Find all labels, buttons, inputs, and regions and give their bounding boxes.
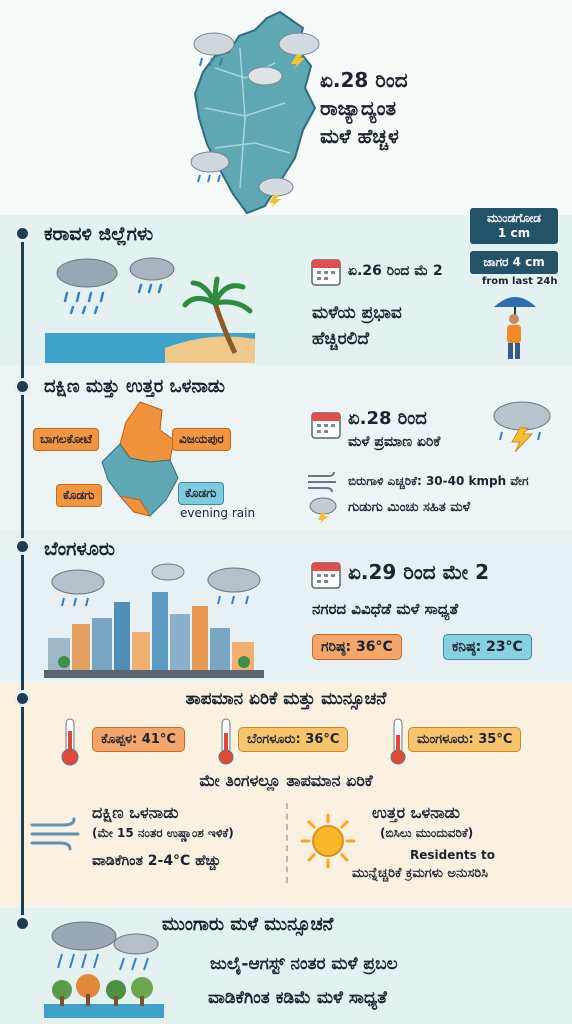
wind-icon (308, 471, 336, 492)
coastal-impact-line1: ಮಳೆಯ ಪ್ರಭಾವ (312, 303, 402, 323)
column-divider (286, 803, 288, 883)
bengaluru-title: ಬೆಂಗಳೂರು (44, 538, 115, 560)
temperature-title: ತಾಪಮಾನ ಏರಿಕೆ ಮತ್ತು ಮುನ್ಸೂಚನೆ (185, 689, 387, 709)
coastal-title: ಕರಾವಳಿ ಜಿಲ್ಲೆಗಳು (44, 223, 154, 245)
bengaluru-section: ಬೆಂಗಳೂರು ಏ.29 ರಿಂದ ಮೇ 2 ನಗರದ ವಿವಿಧೆಡೆ ಮಳ… (0, 530, 572, 680)
map-label-bagalkote: ಬಾಗಲಕೋಟೆ (33, 428, 100, 451)
timeline-dot (14, 690, 31, 707)
map-label-vijayapura: ವಿಜಯಪುರ (172, 428, 231, 451)
monsoon-line2: ವಾಡಿಕೆಗಿಂತ ಕಡಿಮೆ ಮಳೆ ಸಾಧ್ಯತೆ (208, 988, 387, 1008)
bengaluru-temp: ಬೆಂಗಳೂರು: 36°C (238, 727, 349, 752)
bengaluru-date: ಏ.29 ರಿಂದ ಮೇ 2 (348, 560, 490, 584)
thunder-cloud-icon (309, 497, 337, 524)
koppal-temp: ಕೊಪ್ಪಳ: 41°C (92, 727, 185, 752)
timeline-dot (14, 225, 31, 242)
header: ಏ.28 ರಿಂದ ರಾಜ್ಯಾದ್ಯಂತ ಮಳೆ ಹೆಚ್ಚಳ (0, 0, 572, 215)
map-label-kodagu-1: ಕೊಡಗು (56, 484, 102, 507)
calendar-icon (311, 259, 341, 286)
min-temp-badge: ಕನಿಷ್ಠ: 23°C (443, 634, 532, 660)
storm-cloud-icon (493, 401, 551, 452)
timeline-line (21, 228, 24, 928)
storm-cloud-icon (258, 177, 294, 208)
cloud-icon (247, 66, 283, 86)
rain-badge-mundgod-label: ಮುಂಡಗೋಡ (487, 211, 541, 225)
rain-badge-mundgod: ಮುಂಡಗೋಡ 1 cm (470, 208, 558, 244)
monsoon-illustration (44, 921, 164, 1018)
calendar-icon (311, 562, 341, 589)
interior-map (101, 401, 179, 517)
south-interior-note: (ಮೇ 15 ನಂತರ ಉಷ್ಣಾಂಶ ಇಳಿಕೆ) (92, 826, 234, 840)
person-umbrella-icon (494, 297, 536, 359)
rain-badge-mundgod-value: 1 cm (497, 226, 531, 240)
calendar-icon (311, 412, 341, 439)
sun-icon (300, 813, 356, 869)
storm-cloud-icon (278, 32, 320, 70)
header-title-line3: ಮಳೆ ಹೆಚ್ಚಳ (320, 124, 399, 148)
rain-cloud-icon (190, 151, 230, 183)
thunder-text: ಗುಡುಗು ಮಿಂಚು ಸಹಿತ ಮಳೆ (348, 500, 471, 515)
thermometer-icon (390, 718, 406, 765)
coastal-section: ಕರಾವಳಿ ಜಿಲ್ಲೆಗಳು ಏ.26 ರಿಂದ ಮೆ 2 ಮಳೆಯ ಪ್ರ… (0, 208, 572, 365)
interior-date: ಏ.28 ರಿಂದ (348, 408, 427, 429)
north-interior-title: ಉತ್ತರ ಒಳನಾಡು (372, 803, 460, 822)
timeline-dot (14, 378, 31, 395)
wind-warning: ಬಿರುಗಾಳಿ ಎಚ್ಚರಿಕೆ: 30-40 kmph ವೇಗ (348, 474, 529, 488)
interior-section: ದಕ್ಷಿಣ ಮತ್ತು ಉತ್ತರ ಒಳನಾಡು ಬಾಗಲಕೋಟೆ ವಿಜಯಪ… (0, 370, 572, 525)
beach-illustration (45, 257, 255, 363)
monsoon-title: ಮುಂಗಾರು ಮಳೆ ಮುನ್ಸೂಚನೆ (162, 914, 334, 935)
timeline-dot (14, 538, 31, 555)
interior-title: ದಕ್ಷಿಣ ಮತ್ತು ಉತ್ತರ ಒಳನಾಡು (44, 376, 225, 397)
max-temp-badge: ಗರಿಷ್ಠ: 36°C (312, 634, 402, 660)
monsoon-line1: ಜುಲೈ-ಆಗಸ್ಟ್ ನಂತರ ಮಳೆ ಪ್ರಬಲ (210, 954, 398, 974)
header-title-line1: ಏ.28 ರಿಂದ (320, 68, 408, 92)
rain-badge-jagar: ಜಾಗರ 4 cm (470, 251, 558, 274)
south-interior-rise: ವಾಡಿಕೆಗಿಂತ 2-4°C ಹೆಚ್ಚು (92, 853, 221, 869)
south-interior-title: ದಕ್ಷಿಣ ಒಳನಾಡು (92, 803, 179, 822)
thermometer-icon (61, 718, 79, 766)
temperature-section: ತಾಪಮಾನ ಏರಿಕೆ ಮತ್ತು ಮುನ್ಸೂಚನೆ ಕೊಪ್ಪಳ: 41°… (0, 683, 572, 905)
map-label-kodagu-2: ಕೊಡಗು (178, 482, 224, 505)
bengaluru-forecast: ನಗರದ ವಿವಿಧೆಡೆ ಮಳೆ ಸಾಧ್ಯತೆ (312, 600, 459, 618)
coastal-impact-line2: ಹೆಚ್ಚಿರಲಿದೆ (312, 329, 370, 349)
interior-increase: ಮಳೆ ಪ್ರಮಾಣ ಏರಿಕೆ (348, 434, 441, 450)
mangaluru-temp: ಮಂಗಳೂರು: 35°C (408, 727, 522, 752)
timeline-dot (14, 915, 31, 932)
header-title-line2: ರಾಜ್ಯಾದ್ಯಂತ (320, 96, 397, 120)
rain-cloud-icon (193, 32, 235, 67)
may-heat-text: ಮೇ ತಿಂಗಳಲ್ಲೂ ತಾಪಮಾನ ಏರಿಕೆ (199, 771, 373, 790)
monsoon-section: ಮುಂಗಾರು ಮಳೆ ಮುನ್ಸೂಚನೆ ಜುಲೈ-ಆಗಸ್ಟ್ ನಂತರ ಮ… (0, 908, 572, 1024)
residents-text: Residents to (410, 848, 495, 862)
city-skyline-illustration (44, 563, 264, 678)
rain-note: from last 24h (482, 276, 558, 287)
precaution-text: ಮುನ್ನೆಚ್ಚರಿಕೆ ಕ್ರಮಗಳು ಅನುಸರಿಸಿ (352, 866, 489, 881)
north-interior-note: (ಬಿಸಿಲು ಮುಂದುವರಿಕೆ) (380, 826, 474, 840)
thermometer-icon (218, 718, 234, 765)
evening-rain-label: evening rain (180, 506, 256, 520)
wind-icon (30, 817, 80, 851)
coastal-date: ಏ.26 ರಿಂದ ಮೆ 2 (348, 263, 443, 279)
